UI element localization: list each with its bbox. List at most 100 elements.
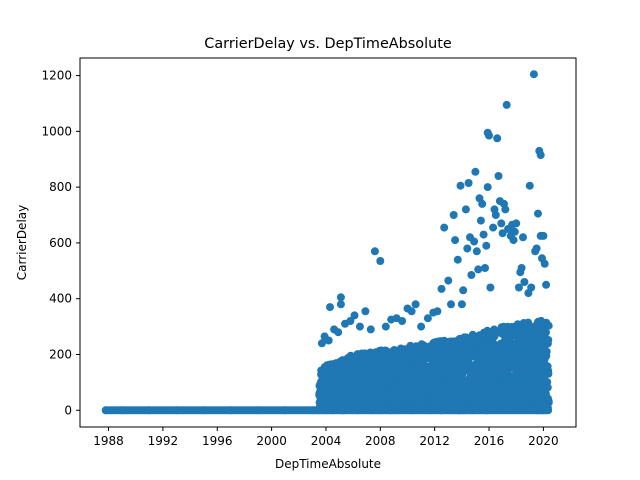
data-point	[349, 397, 358, 406]
data-point	[410, 372, 419, 381]
data-point	[457, 300, 466, 309]
data-point	[400, 382, 409, 391]
data-point	[421, 353, 430, 362]
data-point	[535, 345, 544, 354]
data-point	[381, 322, 390, 331]
data-point	[510, 227, 519, 236]
data-point	[528, 379, 537, 388]
data-point	[327, 372, 336, 381]
data-point	[343, 363, 351, 372]
data-point	[509, 339, 517, 348]
data-point	[401, 364, 409, 373]
data-point	[380, 347, 388, 356]
data-point	[455, 360, 464, 369]
data-point	[529, 390, 538, 399]
data-point	[341, 394, 350, 403]
data-point	[479, 230, 488, 239]
data-point	[374, 370, 382, 379]
data-point	[426, 374, 435, 383]
data-point	[323, 388, 332, 397]
data-point	[371, 348, 380, 357]
data-point	[544, 321, 553, 330]
data-point	[485, 359, 494, 368]
y-tick-label: 400	[49, 292, 72, 306]
data-point	[513, 371, 522, 380]
data-point	[451, 353, 460, 362]
data-point	[336, 300, 345, 309]
data-point	[470, 399, 479, 408]
y-tick-label: 1000	[41, 124, 72, 138]
data-point	[480, 368, 489, 377]
data-point	[486, 283, 495, 292]
data-point	[447, 300, 455, 309]
data-point	[343, 375, 352, 384]
data-point	[376, 257, 385, 265]
data-point	[536, 379, 545, 388]
data-point	[330, 360, 339, 368]
data-point	[358, 374, 367, 383]
data-point	[334, 328, 343, 337]
data-point	[456, 334, 465, 343]
data-point	[544, 336, 553, 344]
data-points	[101, 70, 553, 415]
data-point	[485, 131, 493, 140]
data-point	[463, 244, 472, 253]
data-point	[454, 375, 462, 384]
y-tick-label: 200	[49, 347, 72, 361]
plot-area: 1988 1992 1996 2000 2004 2008 2012 2016 2020 0 20…	[41, 57, 577, 448]
x-axis-label: DepTimeAbsolute	[275, 457, 381, 471]
data-point	[476, 349, 485, 358]
data-point	[436, 337, 445, 346]
data-point	[497, 219, 506, 228]
data-point	[401, 348, 410, 357]
data-point	[481, 264, 489, 272]
data-point	[172, 406, 181, 415]
data-point	[523, 343, 532, 352]
data-point	[353, 391, 362, 400]
data-point	[534, 209, 542, 218]
x-tick-label: 2004	[311, 434, 342, 448]
data-point	[346, 317, 355, 325]
data-point	[467, 271, 476, 279]
data-point	[485, 329, 494, 338]
data-point	[540, 362, 549, 371]
data-point	[317, 339, 326, 348]
data-point	[324, 336, 333, 345]
data-point	[370, 247, 379, 256]
data-point	[353, 369, 361, 378]
data-point	[363, 367, 372, 376]
data-point	[470, 237, 479, 246]
data-point	[401, 391, 410, 400]
data-point	[491, 211, 500, 219]
x-tick-label: 1996	[202, 434, 233, 448]
x-tick-label: 2020	[528, 434, 559, 448]
data-point	[145, 406, 154, 415]
data-point	[464, 179, 473, 187]
data-point	[374, 355, 383, 363]
data-point	[405, 357, 414, 365]
data-point	[451, 236, 460, 245]
x-tick-label: 2000	[256, 434, 287, 448]
data-point	[459, 352, 468, 361]
data-point	[348, 386, 357, 395]
data-point	[544, 406, 553, 415]
data-point	[390, 396, 398, 405]
x-tick-label: 1992	[148, 434, 179, 448]
data-point	[492, 367, 501, 376]
data-point	[440, 223, 449, 232]
data-point	[489, 223, 498, 232]
data-point	[442, 394, 451, 403]
data-point	[455, 343, 464, 352]
data-point	[498, 229, 507, 238]
data-point	[542, 328, 550, 337]
data-point	[536, 335, 545, 344]
data-point	[411, 300, 420, 309]
data-point	[442, 380, 451, 389]
data-point	[483, 379, 492, 388]
data-point	[429, 358, 438, 367]
data-point	[514, 283, 523, 292]
data-point	[494, 172, 503, 180]
data-point	[318, 374, 327, 383]
data-point	[378, 396, 387, 404]
data-point	[472, 247, 481, 256]
